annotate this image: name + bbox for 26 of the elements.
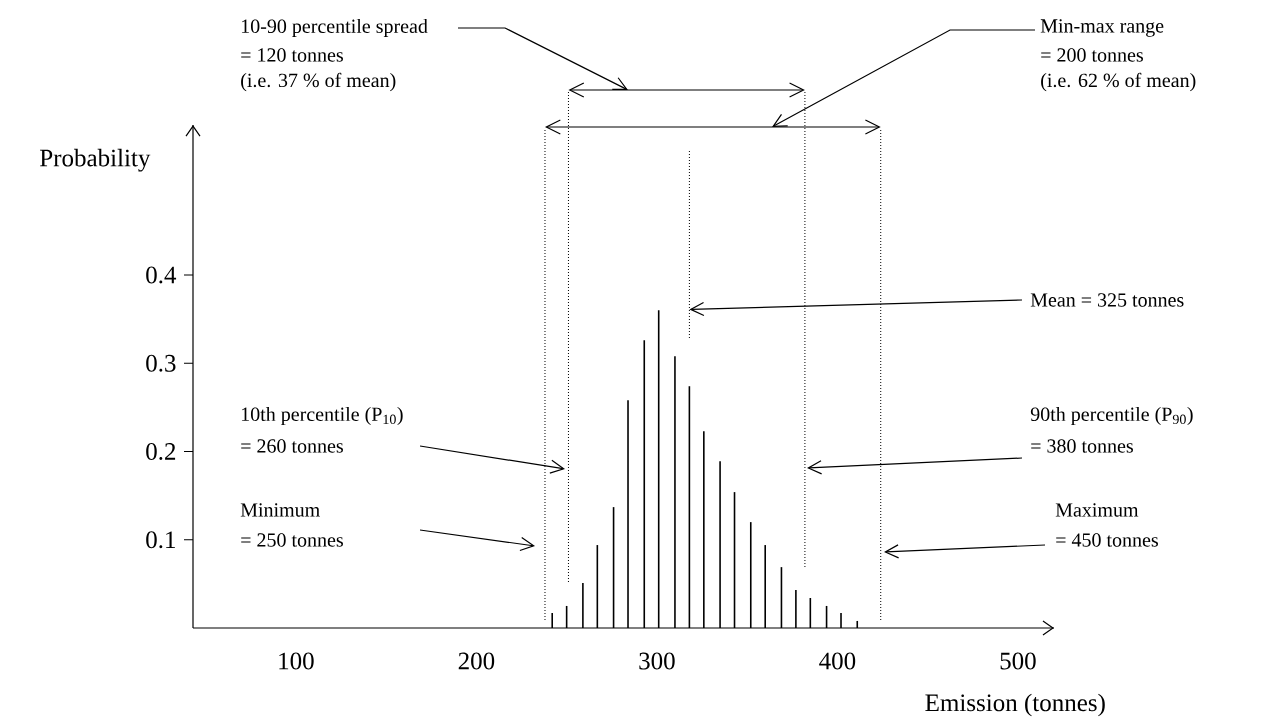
x-axis-title: Emission (tonnes)	[925, 693, 1105, 717]
text: Min-max range	[1040, 19, 1164, 37]
x-tick-label: 300	[639, 652, 675, 670]
y-tick-label: 0.3	[146, 354, 176, 372]
text: (i.e. 37 % of mean)	[241, 72, 396, 92]
text: = 200 tonnes	[1041, 48, 1143, 62]
y-tick-label: 0.1	[146, 531, 175, 549]
x-tick-label: 100	[279, 652, 314, 670]
annotation: = 380 tonnes	[1031, 439, 1133, 453]
text: (i.e. 62 % of mean)	[1041, 72, 1196, 92]
x-tick-label: 500	[1000, 652, 1036, 670]
annotation: Minimum	[240, 503, 320, 517]
annotation: 10th percentile (P$_{10}$)	[241, 406, 403, 426]
x-tick-label: 400	[819, 652, 856, 670]
annotation: Mean = 325 tonnes	[1030, 293, 1184, 307]
annotation: = 260 tonnes	[241, 439, 343, 453]
y-tick-label: 0.2	[146, 443, 176, 461]
annotation: 90th percentile (P$_{90}$)	[1030, 406, 1193, 426]
y-axis-title: Probability	[40, 148, 151, 172]
text: = 120 tonnes	[241, 48, 343, 62]
text: Maximum	[1055, 503, 1139, 517]
text: = 450 tonnes	[1056, 533, 1158, 547]
text: 10-90 percentile spread	[241, 18, 428, 38]
y-tick-label: 0.4	[146, 266, 177, 284]
annotation: = 250 tonnes	[241, 533, 343, 547]
x-tick-label: 200	[458, 652, 495, 670]
